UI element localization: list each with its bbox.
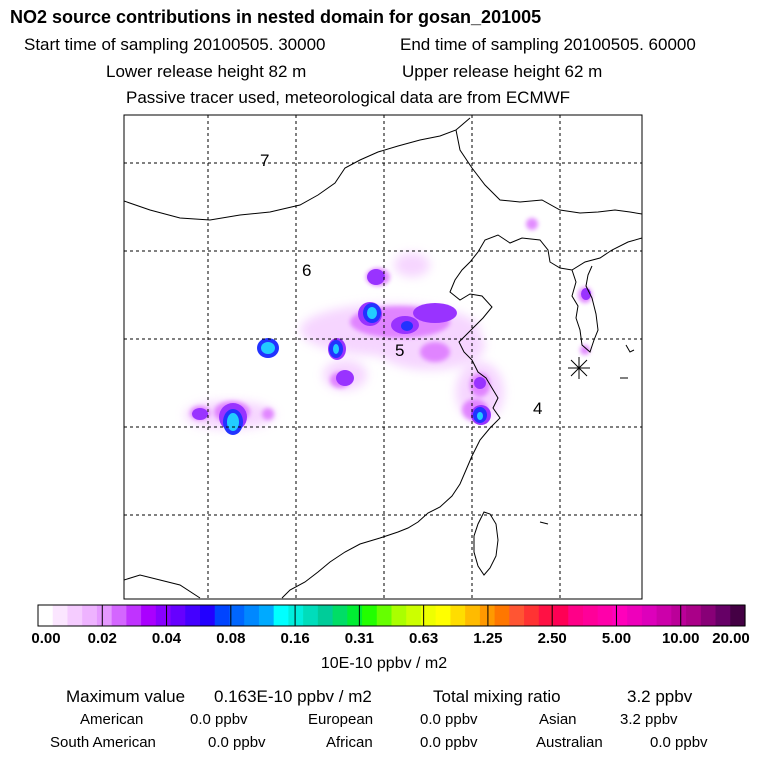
colorbar-cell	[554, 605, 569, 626]
colorbar-cell	[568, 605, 583, 626]
colorbar-cell	[347, 605, 362, 626]
colorbar-cell	[598, 605, 613, 626]
colorbar-cell	[686, 605, 701, 626]
colorbar-cell	[67, 605, 82, 626]
region-name: American	[80, 712, 143, 727]
colorbar-tick-label: 2.50	[538, 631, 567, 646]
colorbar-cell	[495, 605, 510, 626]
colorbar-tick-label: 0.08	[216, 631, 245, 646]
colorbar-cell	[274, 605, 289, 626]
colorbar-tick-label: 0.63	[409, 631, 438, 646]
colorbar-cell	[392, 605, 407, 626]
colorbar-cell	[716, 605, 731, 626]
colorbar-cell	[200, 605, 215, 626]
region-name: Australian	[536, 735, 603, 750]
colorbar-cell	[657, 605, 672, 626]
colorbar-cell	[583, 605, 598, 626]
colorbar-cell	[377, 605, 392, 626]
colorbar-cell	[97, 605, 112, 626]
total-mixing-value: 3.2 ppbv	[627, 688, 692, 705]
colorbar-tick-label: 5.00	[602, 631, 631, 646]
region-value: 0.0 ppbv	[650, 735, 708, 750]
colorbar-tick-label: 0.04	[152, 631, 181, 646]
colorbar-cell	[465, 605, 480, 626]
colorbar-tick-label: 0.16	[280, 631, 309, 646]
colorbar-cell	[333, 605, 348, 626]
colorbar-cell	[171, 605, 186, 626]
colorbar-unit-label: 10E-10 ppbv / m2	[321, 656, 447, 672]
colorbar-tick-label: 1.25	[473, 631, 502, 646]
colorbar	[0, 0, 768, 768]
colorbar-cell	[244, 605, 259, 626]
region-value: 0.0 ppbv	[190, 712, 248, 727]
colorbar-cell	[318, 605, 333, 626]
colorbar-cell	[642, 605, 657, 626]
colorbar-tick-label: 10.00	[662, 631, 700, 646]
colorbar-tick-label: 20.00	[712, 631, 750, 646]
total-mixing-label: Total mixing ratio	[433, 688, 561, 705]
colorbar-cell	[38, 605, 53, 626]
colorbar-tick-label: 0.31	[345, 631, 374, 646]
max-value-label: Maximum value	[66, 688, 185, 705]
colorbar-tick-label: 0.00	[31, 631, 60, 646]
region-name: African	[326, 735, 373, 750]
region-value: 0.0 ppbv	[420, 712, 478, 727]
colorbar-cell	[701, 605, 716, 626]
colorbar-cell	[229, 605, 244, 626]
region-value: 3.2 ppbv	[620, 712, 678, 727]
region-name: South American	[50, 735, 156, 750]
region-value: 0.0 ppbv	[208, 735, 266, 750]
colorbar-cell	[303, 605, 318, 626]
colorbar-cell	[156, 605, 171, 626]
colorbar-cell	[627, 605, 642, 626]
colorbar-cell	[215, 605, 230, 626]
colorbar-cell	[82, 605, 97, 626]
colorbar-cell	[126, 605, 141, 626]
colorbar-tick-label: 0.02	[88, 631, 117, 646]
region-name: Asian	[539, 712, 577, 727]
colorbar-cell	[730, 605, 745, 626]
region-name: European	[308, 712, 373, 727]
colorbar-cell	[288, 605, 303, 626]
colorbar-cell	[53, 605, 68, 626]
colorbar-cell	[450, 605, 465, 626]
region-value: 0.0 ppbv	[420, 735, 478, 750]
colorbar-cell	[436, 605, 451, 626]
colorbar-cell	[112, 605, 127, 626]
colorbar-cell	[406, 605, 421, 626]
colorbar-cell	[509, 605, 524, 626]
max-value: 0.163E-10 ppbv / m2	[214, 688, 372, 705]
colorbar-cell	[524, 605, 539, 626]
colorbar-cell	[185, 605, 200, 626]
colorbar-cell	[259, 605, 274, 626]
colorbar-cell	[141, 605, 156, 626]
colorbar-cell	[362, 605, 377, 626]
colorbar-cell	[671, 605, 686, 626]
colorbar-cell	[612, 605, 627, 626]
